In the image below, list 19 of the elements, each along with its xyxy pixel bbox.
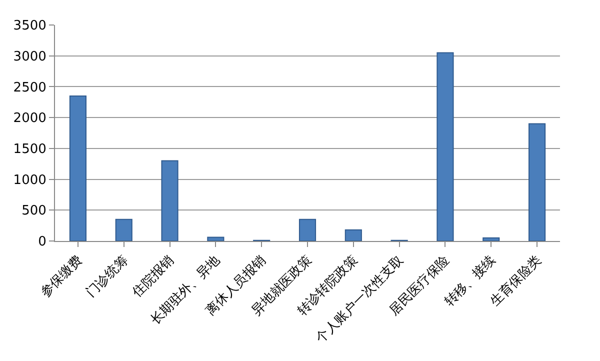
bar (161, 160, 178, 241)
y-tick-label: 1000 (13, 172, 46, 188)
bar (436, 52, 454, 241)
bar (298, 218, 316, 241)
bar (528, 123, 546, 241)
y-tick-label: 2500 (13, 80, 46, 96)
y-tick-label: 0 (38, 234, 46, 250)
x-tick-label: 参保缴费 (38, 252, 86, 300)
y-tick-label: 2000 (13, 111, 46, 126)
bar (115, 218, 132, 241)
bar (207, 236, 224, 241)
bar (482, 237, 500, 241)
y-tick-label: 3500 (13, 18, 46, 34)
y-tick-label: 1500 (13, 142, 46, 157)
bar (69, 95, 86, 241)
x-tick-label: 门诊统筹 (83, 252, 132, 300)
bar (344, 229, 362, 241)
y-tick-label: 500 (22, 204, 46, 219)
y-tick-label: 3000 (13, 49, 46, 64)
